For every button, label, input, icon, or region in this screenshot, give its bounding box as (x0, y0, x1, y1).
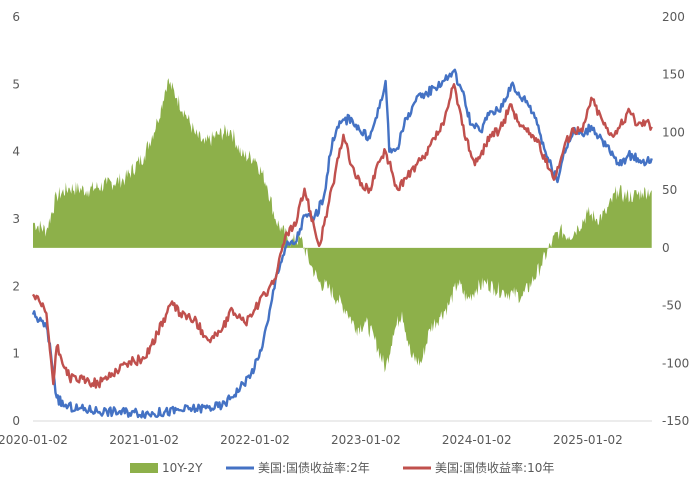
y-left-tick-label: 1 (12, 347, 20, 361)
y-left-tick-label: 5 (12, 77, 20, 91)
y-right-tick-label: -50 (662, 299, 682, 313)
y-right-tick-label: 50 (662, 183, 677, 197)
x-tick-label: 2024-01-02 (442, 433, 512, 447)
y-right-tick-label: -150 (662, 414, 689, 428)
y-right-tick-label: 0 (662, 241, 670, 255)
series-line-10y-yield (31, 83, 653, 389)
y-right-tick-label: -100 (662, 356, 689, 370)
y-right-tick-label: 150 (662, 68, 685, 82)
legend-swatch-area (130, 463, 158, 473)
x-tick-label: 2021-01-02 (109, 433, 179, 447)
series-line-2y-yield (31, 68, 653, 419)
x-tick-label: 2020-01-02 (0, 433, 68, 447)
y-left-tick-label: 3 (12, 212, 20, 226)
y-left-tick-label: 6 (12, 10, 20, 24)
legend-label: 美国:国债收益率:10年 (435, 460, 554, 475)
y-left-tick-label: 0 (12, 414, 20, 428)
legend-label: 美国:国债收益率:2年 (258, 460, 370, 475)
x-tick-label: 2023-01-02 (331, 433, 401, 447)
y-right-tick-label: 100 (662, 125, 685, 139)
series-area-10y-2y (33, 78, 652, 373)
x-tick-label: 2025-01-02 (553, 433, 623, 447)
y-left-tick-label: 4 (12, 145, 20, 159)
x-tick-label: 2022-01-02 (220, 433, 290, 447)
legend-label: 10Y-2Y (162, 461, 203, 475)
y-left-tick-label: 2 (12, 279, 20, 293)
y-right-tick-label: 200 (662, 10, 685, 24)
